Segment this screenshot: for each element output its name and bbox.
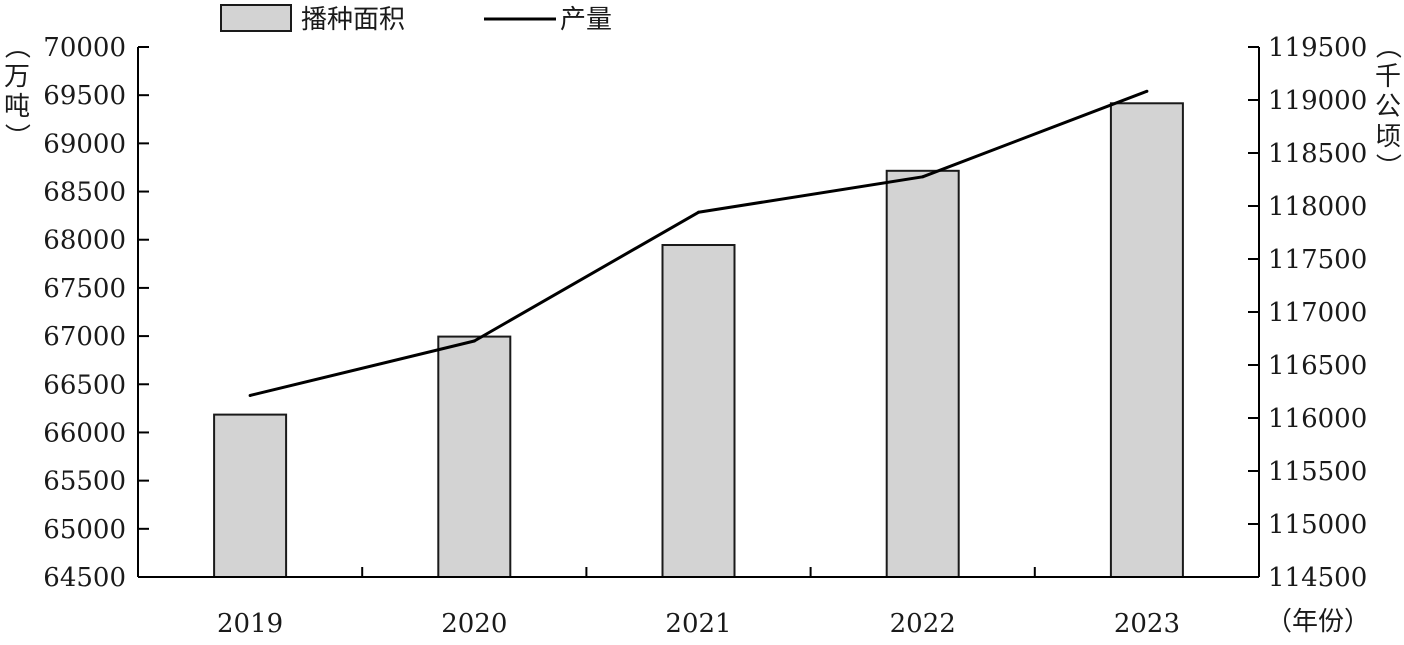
line-point-2023 (1145, 89, 1149, 93)
y-left-tick-label: 67000 (43, 322, 126, 352)
y-right-axis-title: （ 千公顷） (1372, 33, 1402, 179)
y-left-axis-title-char: 吨 (4, 92, 30, 122)
axes-layer: 64500 65000 65500 66000 66500 67000 67500 68000… (43, 33, 1367, 639)
line-point-2021 (697, 210, 700, 214)
legend-label-bar: 播种面积 (301, 5, 405, 35)
y-right-axis-title-char: 顷 (1375, 122, 1401, 152)
legend-swatch-bar (220, 4, 292, 32)
y-right-tick-label: 117500 (1268, 245, 1367, 275)
y-right-tick-label: 118000 (1268, 192, 1367, 222)
y-right-axis-title-char: 公 (1375, 92, 1401, 122)
bar-2020 (437, 335, 512, 579)
y-right-tick-label: 117000 (1268, 298, 1367, 328)
y-left-tick-label: 69000 (43, 129, 126, 159)
y-right-tick-label: 114500 (1268, 563, 1367, 593)
line-point-2019 (248, 393, 252, 397)
y-right-axis-title-char: ） (1372, 153, 1402, 179)
y-left-tick-label: 64500 (43, 563, 126, 593)
line-layer (248, 89, 1149, 397)
y-left-tick-label: 65000 (43, 515, 126, 545)
y-left-tick-label: 65500 (43, 467, 126, 497)
y-left-tick-label: 67500 (43, 274, 126, 304)
y-left-axis-title-char: ） (1, 123, 31, 149)
y-right-tick-label: 118500 (1268, 139, 1367, 169)
y-left-tick-label: 68500 (43, 178, 126, 208)
y-right-tick-label: 116000 (1268, 404, 1367, 434)
bar-2021 (661, 244, 736, 578)
x-tick-label: 2019 (217, 609, 283, 639)
y-right-tick-label: 119000 (1268, 86, 1367, 116)
y-right-tick-label: 116500 (1268, 351, 1367, 381)
line-point-2020 (472, 339, 476, 343)
y-right-tick-label: 119500 (1268, 33, 1367, 63)
legend-label-line: 产量 (560, 5, 612, 35)
y-left-axis-title-char: （ (1, 33, 31, 59)
y-left-tick-label: 68000 (43, 226, 126, 256)
line-point-2022 (921, 175, 925, 179)
x-tick-label: 2020 (441, 609, 507, 639)
y-left-tick-label: 66000 (43, 418, 126, 448)
bar-layer (213, 102, 1184, 579)
bar-2019 (213, 413, 288, 578)
y-right-axis-title-char: 千 (1375, 62, 1401, 92)
y-right-axis-title-char: （ (1372, 33, 1402, 59)
legend: 播种面积 产量 (220, 4, 612, 35)
y-right-tick-label: 115500 (1268, 457, 1367, 487)
x-tick-label: 2022 (890, 609, 956, 639)
x-tick-label: 2023 (1114, 609, 1180, 639)
x-axis-title: （年份） (1266, 607, 1370, 637)
y-left-axis-title-char: 万 (4, 62, 30, 92)
y-right-tick-label: 115000 (1268, 510, 1367, 540)
y-left-axis-title: （ 万吨） (1, 33, 31, 149)
axis-titles: （万吨）（千公顷）（年份） (1, 33, 1402, 637)
y-left-tick-label: 69500 (43, 81, 126, 111)
x-tick-label: 2021 (665, 609, 731, 639)
bar-2023 (1109, 102, 1184, 578)
y-left-tick-label: 70000 (43, 33, 126, 63)
bar-2022 (885, 169, 960, 578)
y-left-tick-label: 66500 (43, 370, 126, 400)
